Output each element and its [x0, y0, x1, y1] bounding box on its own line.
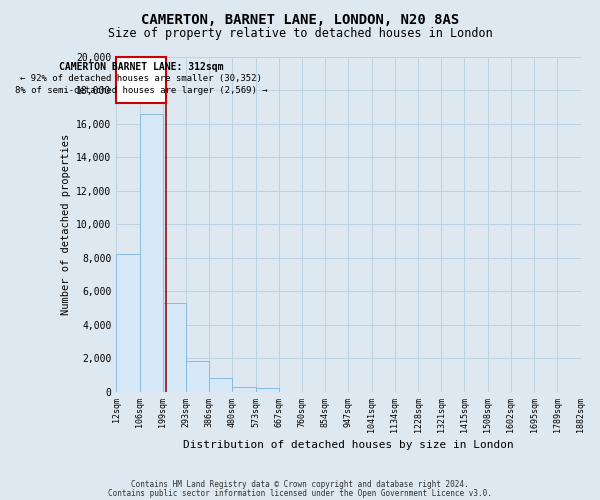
FancyBboxPatch shape	[116, 56, 166, 104]
Text: ← 92% of detached houses are smaller (30,352): ← 92% of detached houses are smaller (30…	[20, 74, 262, 83]
Bar	[232, 387, 256, 392]
Text: 8% of semi-detached houses are larger (2,569) →: 8% of semi-detached houses are larger (2…	[15, 86, 268, 95]
Text: Contains HM Land Registry data © Crown copyright and database right 2024.: Contains HM Land Registry data © Crown c…	[131, 480, 469, 489]
Bar	[256, 388, 279, 392]
Bar	[116, 254, 140, 392]
Text: Contains public sector information licensed under the Open Government Licence v3: Contains public sector information licen…	[108, 488, 492, 498]
Text: CAMERTON BARNET LANE: 312sqm: CAMERTON BARNET LANE: 312sqm	[59, 62, 224, 72]
Text: CAMERTON, BARNET LANE, LONDON, N20 8AS: CAMERTON, BARNET LANE, LONDON, N20 8AS	[141, 12, 459, 26]
Bar	[186, 361, 209, 392]
Bar	[140, 114, 163, 392]
Y-axis label: Number of detached properties: Number of detached properties	[61, 134, 71, 315]
X-axis label: Distribution of detached houses by size in London: Distribution of detached houses by size …	[183, 440, 514, 450]
Bar	[163, 303, 186, 392]
Text: Size of property relative to detached houses in London: Size of property relative to detached ho…	[107, 28, 493, 40]
Bar	[209, 378, 232, 392]
